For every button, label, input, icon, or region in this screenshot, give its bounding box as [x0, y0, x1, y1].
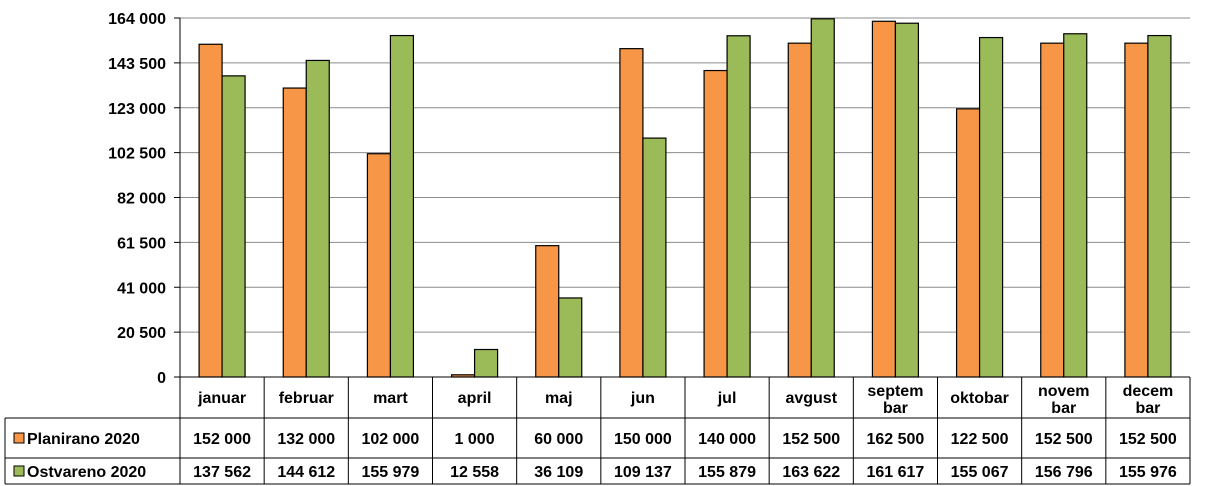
data-cell: 36 109: [534, 464, 583, 481]
bar-ostvareno: [558, 297, 583, 378]
legend-label: Planirano 2020: [27, 431, 140, 448]
data-cell: 140 000: [698, 431, 756, 448]
data-cell: 162 500: [866, 431, 924, 448]
y-axis: 0 20 500 41 000 61 500 82 000 102 500 123 000 1…: [108, 11, 181, 387]
y-tick-label: 20 500: [117, 325, 166, 342]
bar-ostvareno: [894, 22, 920, 378]
data-cell: 152 000: [193, 431, 251, 448]
category-label: april: [458, 390, 492, 407]
bar-ostvareno: [1063, 33, 1088, 378]
bar-ostvareno: [1147, 34, 1172, 378]
data-cell: 12 558: [450, 464, 499, 481]
category-label: oktobar: [950, 390, 1009, 407]
data-cell: 122 500: [951, 431, 1009, 448]
data-cell: 1 000: [455, 431, 495, 448]
legend-swatch: [13, 465, 25, 477]
y-tick-label: 143 500: [108, 56, 166, 73]
y-tick-label: 41 000: [117, 280, 166, 297]
data-cell: 137 562: [193, 464, 251, 481]
category-label: januar: [197, 390, 246, 407]
bar-planirano: [535, 245, 560, 378]
category-label: avgust: [785, 390, 837, 407]
data-cell: 155 879: [698, 464, 756, 481]
bar-ostvareno: [473, 348, 499, 378]
y-tick-label: 61 500: [117, 235, 166, 252]
category-label: maj: [545, 390, 573, 407]
y-tick-label: 123 000: [108, 101, 166, 118]
bar-ostvareno: [810, 18, 835, 378]
y-tick-label: 0: [157, 370, 166, 387]
bar-ostvareno: [726, 35, 751, 378]
data-cell: 155 976: [1119, 464, 1177, 481]
category-label: februar: [279, 390, 334, 407]
data-cell: 132 000: [277, 431, 335, 448]
category-label: decem bar: [1123, 383, 1174, 417]
data-cell: 155 979: [361, 464, 419, 481]
category-label: jun: [630, 390, 655, 407]
bar-planirano: [198, 43, 223, 378]
bar-planirano: [871, 20, 897, 378]
data-cell: 109 137: [614, 464, 672, 481]
category-label: mart: [373, 390, 408, 407]
bar-planirano: [366, 153, 392, 378]
data-table: januar februar mart april maj jun jul avgust sep…: [4, 376, 1191, 485]
data-cell: 152 500: [1035, 431, 1093, 448]
bar-ostvareno: [978, 36, 1004, 378]
data-cell: 155 067: [951, 464, 1009, 481]
bar-planirano: [619, 48, 644, 378]
data-cell: 60 000: [534, 431, 583, 448]
gridlines: [180, 17, 1190, 378]
bar-planirano: [787, 42, 812, 378]
data-cell: 163 622: [782, 464, 840, 481]
bar-planirano: [1040, 42, 1065, 378]
bar-planirano: [955, 108, 981, 378]
bar-planirano: [703, 69, 728, 378]
category-label: novem bar: [1038, 383, 1090, 417]
legend-swatch: [13, 432, 25, 444]
bar-planirano: [282, 87, 307, 378]
y-tick-label: 82 000: [117, 191, 166, 208]
bar-ostvareno: [642, 137, 667, 378]
bar-planirano: [1124, 42, 1149, 378]
data-cell: 102 000: [361, 431, 419, 448]
data-cell: 156 796: [1035, 464, 1093, 481]
data-cell: 152 500: [1119, 431, 1177, 448]
data-cell: 161 617: [866, 464, 924, 481]
bar-ostvareno: [221, 75, 246, 378]
bar-ostvareno: [305, 59, 330, 378]
data-cell: 144 612: [277, 464, 335, 481]
data-cell: 150 000: [614, 431, 672, 448]
category-label: jul: [717, 390, 737, 407]
bar-ostvareno: [389, 34, 415, 378]
legend-label: Ostvareno 2020: [27, 464, 146, 481]
data-cell: 152 500: [782, 431, 840, 448]
category-label: septem bar: [867, 383, 923, 417]
y-tick-label: 164 000: [108, 11, 166, 28]
y-tick-label: 102 500: [108, 146, 166, 163]
